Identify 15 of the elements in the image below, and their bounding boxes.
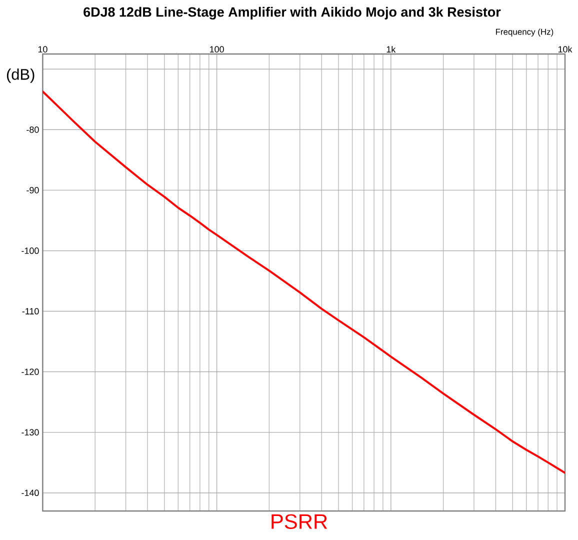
y-tick-label: -100 bbox=[22, 248, 39, 254]
y-tick-label: -90 bbox=[26, 187, 39, 194]
x-tick-label: 10 bbox=[38, 46, 48, 52]
y-tick-label: -80 bbox=[26, 126, 39, 133]
y-axis-title: (dB) bbox=[6, 68, 34, 83]
y-tick-label: -120 bbox=[22, 368, 39, 375]
y-tick-label: -110 bbox=[22, 308, 39, 314]
x-tick-label: 10k bbox=[558, 46, 572, 52]
x-tick-label: 1k bbox=[386, 46, 396, 52]
y-tick-label: -130 bbox=[22, 429, 39, 436]
chart-title: 6DJ8 12dB Line-Stage Amplifier with Aikido Mojo and 3k Resistor bbox=[84, 6, 501, 20]
x-tick-label: 100 bbox=[210, 46, 224, 52]
text: PSRR bbox=[272, 514, 328, 530]
x-axis-title: Frequency (Hz) bbox=[496, 28, 554, 36]
y-tick-label: -140 bbox=[22, 490, 39, 496]
